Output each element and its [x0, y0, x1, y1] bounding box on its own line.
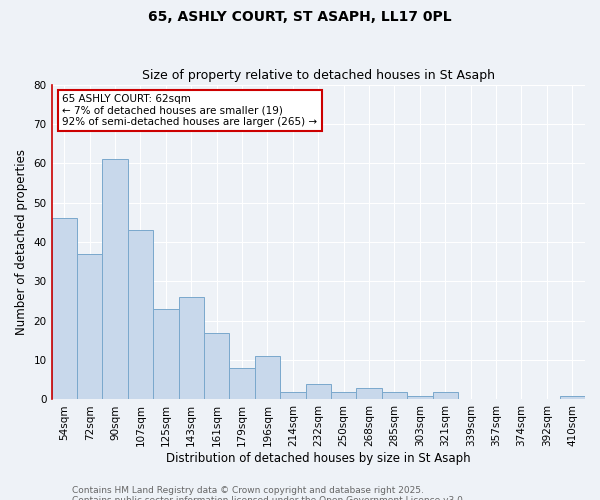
Bar	[204, 332, 229, 400]
Bar	[382, 392, 407, 400]
Bar	[356, 388, 382, 400]
Bar	[255, 356, 280, 400]
Bar	[52, 218, 77, 400]
Bar	[560, 396, 585, 400]
Bar	[77, 254, 103, 400]
Bar	[128, 230, 153, 400]
Bar	[103, 160, 128, 400]
Y-axis label: Number of detached properties: Number of detached properties	[15, 149, 28, 335]
Bar	[433, 392, 458, 400]
Bar	[407, 396, 433, 400]
Text: 65 ASHLY COURT: 62sqm
← 7% of detached houses are smaller (19)
92% of semi-detac: 65 ASHLY COURT: 62sqm ← 7% of detached h…	[62, 94, 317, 127]
Text: Contains public sector information licensed under the Open Government Licence v3: Contains public sector information licen…	[72, 496, 466, 500]
Bar	[179, 297, 204, 400]
Text: 65, ASHLY COURT, ST ASAPH, LL17 0PL: 65, ASHLY COURT, ST ASAPH, LL17 0PL	[148, 10, 452, 24]
Text: Contains HM Land Registry data © Crown copyright and database right 2025.: Contains HM Land Registry data © Crown c…	[72, 486, 424, 495]
Title: Size of property relative to detached houses in St Asaph: Size of property relative to detached ho…	[142, 69, 495, 82]
Bar	[280, 392, 305, 400]
Bar	[229, 368, 255, 400]
Bar	[153, 309, 179, 400]
Bar	[331, 392, 356, 400]
X-axis label: Distribution of detached houses by size in St Asaph: Distribution of detached houses by size …	[166, 452, 470, 465]
Bar	[305, 384, 331, 400]
